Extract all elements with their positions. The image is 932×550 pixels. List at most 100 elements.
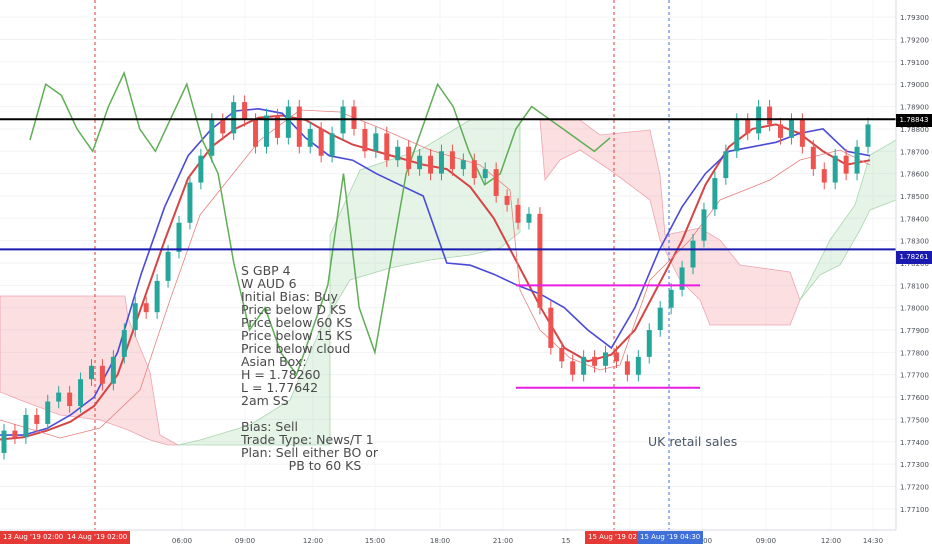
y-tick-label: 1.77700 [900,372,929,380]
candle-body [187,182,193,223]
y-tick-label: 1.79100 [900,59,929,67]
y-tick-label: 1.78500 [900,193,929,201]
candle-body [67,392,73,407]
candle-body [767,106,773,125]
candle-body [635,356,641,375]
y-tick-label: 1.79300 [900,14,929,22]
candle-body [395,146,401,161]
x-tick-label: 09:00 [756,537,776,545]
x-tick-label: 12:00 [821,537,841,545]
candle-body [143,303,149,313]
y-tick-label: 1.77900 [900,327,929,335]
candle-body [220,119,226,134]
candle-body [624,361,630,375]
x-tick-label: 15:00 [365,537,385,545]
candle-body [778,124,784,138]
y-tick-label: 1.77200 [900,483,929,491]
trade-note-line: L = 1.77642 [241,380,319,395]
indicator-chikou-green [29,70,611,377]
candle-body [231,102,237,134]
candle-body [362,128,368,152]
trade-note-line: Price below 15 KS [241,328,353,343]
trade-note-line: PB to 60 KS [241,458,362,473]
candle-body [843,155,849,174]
indicator-span-line [0,109,871,439]
candle-body [482,169,488,179]
candle-body [504,195,510,205]
y-tick-label: 1.78900 [900,104,929,112]
date-tag-14aug: 14 Aug '19 02:00 [64,531,131,544]
candle-body [384,133,390,161]
y-tick-label: 1.77100 [900,506,929,514]
y-tick-label: 1.78800 [900,126,929,134]
cloud-bullish-middle [177,119,521,446]
candle-body [263,115,269,147]
x-tick-label: 14:30 [863,537,883,545]
y-tick-label: 1.79000 [900,81,929,89]
candle-body [242,102,248,120]
candle-body [493,169,499,196]
x-tick-label: 15 [562,537,571,545]
candle-body [165,251,171,281]
candle-body [274,115,280,138]
x-tick-label: 21:00 [493,537,513,545]
price-axis[interactable] [896,0,932,550]
date-tag-15aug-0200: 15 Aug '19 02:00 [585,531,652,544]
candle-body [296,106,302,147]
y-tick-label: 1.78100 [900,282,929,290]
candle-body [307,128,313,147]
candle-body [821,169,827,183]
trade-note-line: Plan: Sell either BO or [241,445,379,460]
candle-body [198,155,204,183]
horizontal-lines[interactable] [0,118,896,251]
candle-body [1,430,7,453]
y-tick-label: 1.77800 [900,349,929,357]
trade-note-line: Trade Type: News/T 1 [241,432,374,447]
trade-note-line: Price below cloud [241,341,351,356]
trade-note-line: S GBP 4 [241,263,291,278]
y-tick-label: 1.78400 [900,215,929,223]
date-tag-15aug-0430: 15 Aug '19 04:30 [637,531,704,544]
candle-body [603,352,609,366]
candle-body [121,330,127,357]
plot-background [0,0,896,550]
candle-body [99,365,105,384]
candle-body [329,133,335,156]
candle-body [832,155,838,183]
candle-body [788,119,794,138]
candle-body [548,307,554,348]
candle-body [810,146,816,170]
date-tag-13aug: 13 Aug '19 02:00 [0,531,67,544]
candle-body [154,280,160,313]
candle-body [734,119,740,152]
candle-body [581,356,587,375]
y-tick-label: 1.77300 [900,461,929,469]
trade-note-line: W AUD 6 [241,276,297,291]
candle-body [253,119,259,147]
candle-body [110,356,116,384]
candle-body [537,213,543,308]
candle-body [515,204,521,223]
candle-body [570,361,576,375]
grid [0,0,896,530]
event-label: UK retail sales [648,434,738,449]
candle-body [285,106,291,138]
x-tick-label: 09:00 [235,537,255,545]
cloud-bearish-right [539,119,801,326]
y-tick-label: 1.77600 [900,394,929,402]
candle-body [417,155,423,170]
y-tick-label: 1.77500 [900,416,929,424]
trade-note-line: 2am SS [241,393,289,408]
support-price-label: 1.78261 [896,251,932,264]
candle-body [854,146,860,174]
candle-body [646,330,652,357]
y-tick-label: 1.78600 [900,171,929,179]
candle-body [701,209,707,241]
candle-body [88,365,94,380]
candle-body [34,414,40,424]
candle-body [78,379,84,407]
x-tick-label: 06:00 [172,537,192,545]
y-tick-label: 1.78700 [900,148,929,156]
